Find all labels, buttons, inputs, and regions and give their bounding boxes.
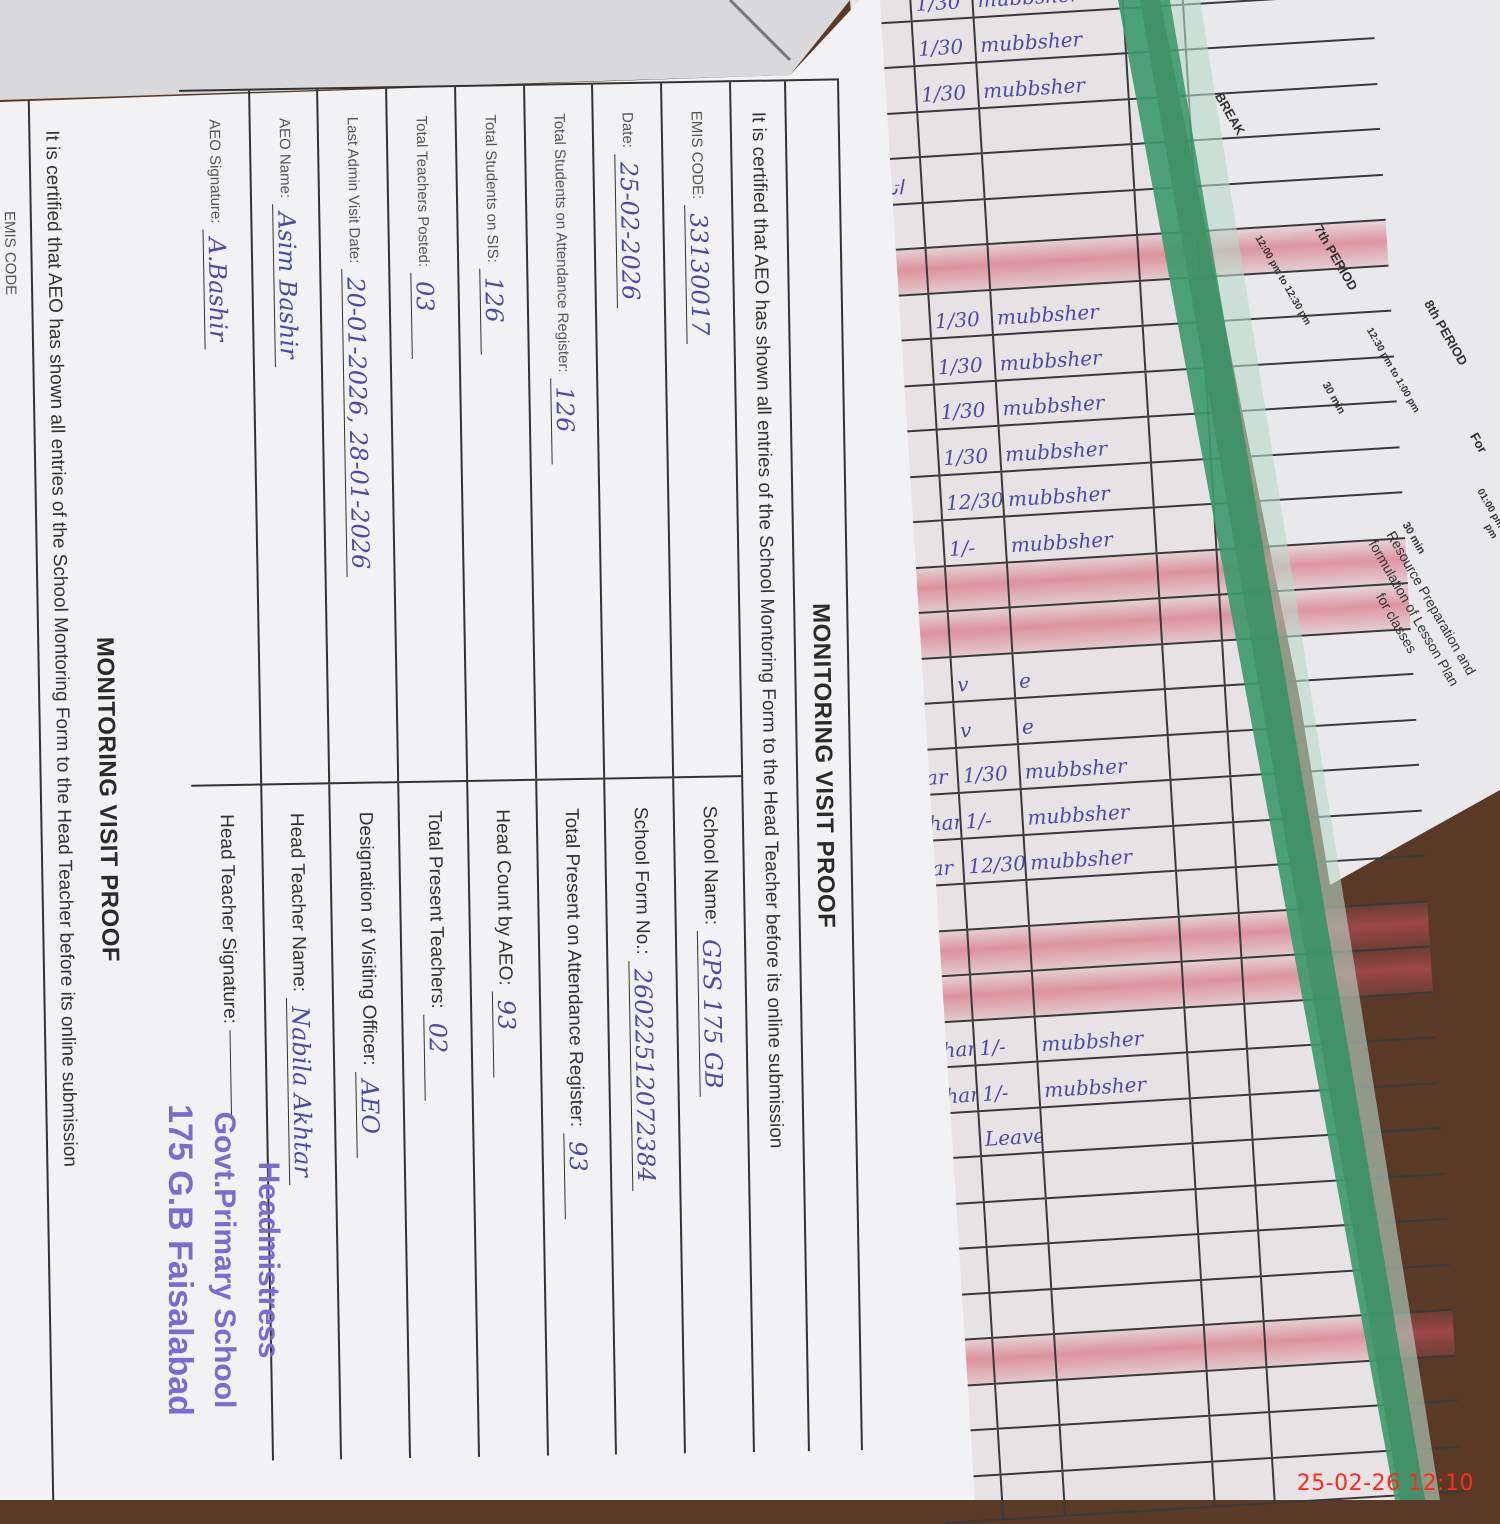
field-label: Head Count by AEO: — [492, 809, 517, 986]
form-field: Total Students on Attendance Register: 12… — [522, 84, 604, 779]
field-value: 93 — [562, 1132, 592, 1220]
register-paper — [850, 0, 1400, 1500]
field-label: School Name: — [698, 805, 722, 926]
stamp-school-name: Govt.Primary School — [208, 1111, 241, 1409]
field-label: School Form No.: — [629, 806, 654, 955]
form-field: AEO Signature: A.Bashir — [179, 91, 260, 785]
second-copy-form: MONITORING VISIT PROOF It is certified t… — [0, 99, 162, 1501]
field-label: Date: — [618, 111, 637, 149]
form-field: AEO Name: Asim Bashir — [247, 89, 329, 784]
green-folder-strip — [1118, 0, 1425, 1500]
field-value: 03 — [410, 272, 439, 360]
form-field: EMIS CODE: 33130017 — [660, 82, 742, 777]
form-field: Total Present Teachers: 02 — [397, 781, 478, 1459]
field-value: Asim Bashir — [271, 203, 302, 367]
field-value: AEO — [355, 1071, 385, 1158]
form-left-column: EMIS CODE: 33130017 Date: 25-02-2026 Total S… — [179, 82, 742, 787]
form-field: School Name: GPS 175 GB — [672, 777, 753, 1454]
field-label: AEO Name: — [275, 117, 294, 199]
field-value: 02 — [423, 1014, 452, 1101]
field-label: Designation of Visiting Officer: — [354, 811, 381, 1066]
field-value: 26022512072384 — [628, 960, 661, 1191]
form-field: Total Teachers Posted: 03 — [385, 87, 467, 782]
field-label: Total Present on Attendance Register: — [560, 807, 588, 1128]
field-value: 93 — [491, 991, 520, 1078]
form-field: Total Students on SIS: 126 — [454, 85, 535, 780]
form-field: Head Count by AEO: 93 — [466, 780, 547, 1457]
photo-timestamp: 25-02-26 12:10 — [1296, 1471, 1474, 1496]
stamp-headmistress: Headmistress — [252, 1161, 285, 1359]
field-label: Total Teachers Posted: — [412, 115, 433, 268]
form-field: School Form No.: 26022512072384 — [603, 778, 685, 1455]
field-label: Last Admin Visit Date: — [343, 116, 364, 264]
school-stamp: Headmistress Govt.Primary School 175 G.B… — [150, 1050, 290, 1470]
field-label: EMIS CODE: — [687, 110, 707, 200]
folder-plastic — [1170, 0, 1440, 1500]
field-value: GPS 175 GB — [696, 930, 728, 1097]
form-field: Date: 25-02-2026 — [591, 83, 673, 778]
field-label: Head Teacher Signature: — [216, 813, 241, 1025]
field-label: Total Present Teachers: — [423, 810, 448, 1009]
form-fold-line — [728, 0, 792, 62]
field-label: Total Students on SIS: — [481, 114, 502, 264]
form-field: Total Present on Attendance Register: 93 — [534, 779, 616, 1456]
field-value: 33130017 — [684, 204, 715, 344]
form-field: Last Admin Visit Date: 20-01-2026, 28-01-… — [316, 88, 398, 783]
field-value: 126 — [479, 268, 508, 356]
field-value: 25-02-2026 — [614, 153, 645, 309]
field-label: Head Teacher Name: — [285, 812, 310, 993]
field-value: 126 — [549, 378, 579, 465]
stamp-location: 175 G.B Faisalabad — [161, 1104, 199, 1416]
field-value: A.Bashir — [202, 229, 232, 350]
field-value: 20-01-2026, 28-01-2026 — [341, 269, 375, 578]
field-value: Nabila Akhtar — [285, 997, 317, 1186]
gray-paper-top — [0, 0, 850, 100]
field-label: Total Students on Attendance Register: — [550, 113, 572, 373]
form-paper — [0, 0, 975, 1500]
field-label: AEO Signature: — [205, 119, 225, 224]
schedule-sheet — [1160, 0, 1500, 885]
form-field: Designation of Visiting Officer: AEO — [328, 783, 410, 1460]
